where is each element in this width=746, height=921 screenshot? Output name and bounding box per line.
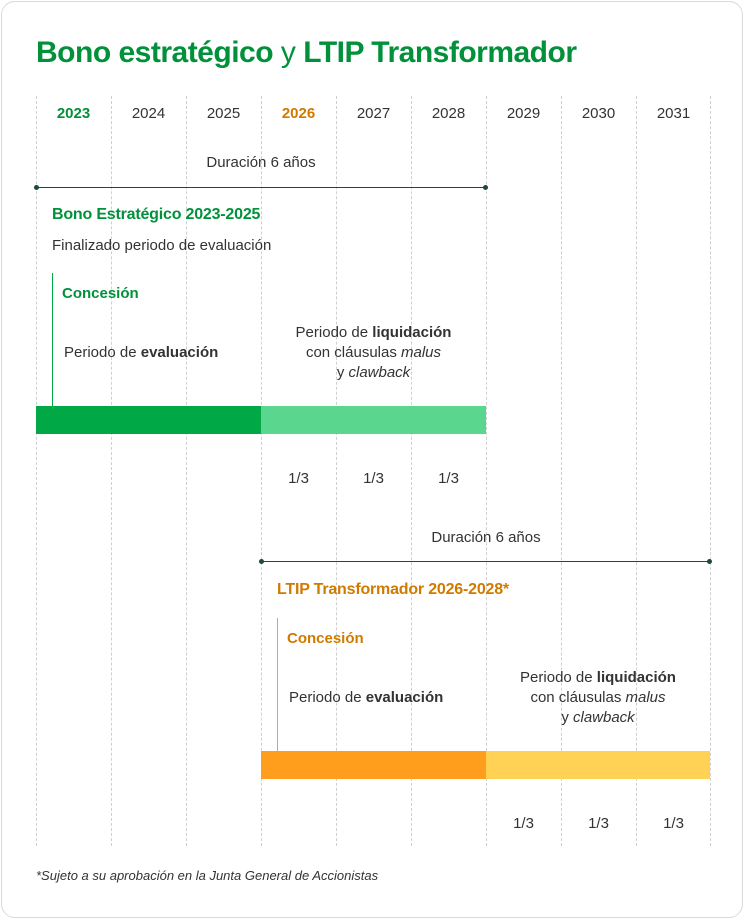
bono-duration-end-dot — [483, 185, 488, 190]
bono-duration-line — [36, 187, 486, 188]
grid-line — [186, 96, 187, 846]
ltip-duration: Duración 6 años — [431, 529, 541, 546]
ltip-liq-line1: Periodo de liquidación — [486, 668, 710, 688]
ltip-liq-clawback: clawback — [572, 709, 635, 726]
bono-liq-line1: Periodo de liquidación — [261, 323, 486, 343]
ltip-concesion-marker — [277, 618, 278, 752]
ltip-duration-line — [261, 561, 710, 562]
title-main: Bono estratégico — [36, 36, 274, 69]
bono-liq-malus: malus — [401, 344, 442, 361]
bono-status: Finalizado periodo de evaluación — [52, 237, 272, 254]
year-2024: 2024 — [131, 105, 166, 122]
bono-eval-prefix: Periodo de — [64, 344, 137, 361]
year-2023: 2023 — [56, 105, 91, 122]
ltip-liq-line3: y clawback — [486, 708, 710, 728]
grid-line — [636, 96, 637, 846]
bono-fraction-2026: 1/3 — [288, 470, 309, 487]
grid-line — [561, 96, 562, 846]
bono-liq-line3-prefix: y — [336, 364, 345, 381]
bono-concesion-label: Concesión — [62, 285, 139, 302]
bono-liq-label: Periodo de liquidación con cláusulas mal… — [261, 323, 486, 383]
bono-heading: Bono Estratégico 2023-2025 — [52, 206, 261, 223]
grid-line — [486, 96, 487, 846]
bono-liq-line2: con cláusulas malus — [261, 343, 486, 363]
bono-liq-clawback: clawback — [348, 364, 411, 381]
ltip-duration-start-dot — [259, 559, 264, 564]
grid-line — [111, 96, 112, 846]
bono-eval-bar — [36, 406, 261, 434]
ltip-duration-end-dot — [707, 559, 712, 564]
bono-liq-prefix: Periodo de — [295, 324, 369, 341]
ltip-heading: LTIP Transformador 2026-2028* — [277, 581, 509, 598]
grid-line — [261, 96, 262, 846]
ltip-liq-line3-prefix: y — [561, 709, 569, 726]
ltip-eval-label: Periodo de evaluación — [289, 689, 443, 706]
year-2028: 2028 — [431, 105, 466, 122]
ltip-liq-line2: con cláusulas malus — [486, 688, 710, 708]
ltip-eval-bold: evaluación — [365, 689, 444, 706]
bono-eval-label: Periodo de evaluación — [64, 344, 218, 361]
ltip-liq-bar — [486, 751, 710, 779]
bono-liq-line2-prefix: con cláusulas — [305, 344, 397, 361]
bono-duration-start-dot — [34, 185, 39, 190]
grid-line — [36, 96, 37, 846]
year-2030: 2030 — [581, 105, 616, 122]
ltip-liq-bold: liquidación — [596, 669, 676, 686]
ltip-eval-bar — [261, 751, 486, 779]
ltip-eval-prefix: Periodo de — [289, 689, 362, 706]
bono-liq-bar — [261, 406, 486, 434]
ltip-fraction-2031: 1/3 — [663, 815, 684, 832]
ltip-fraction-2029: 1/3 — [513, 815, 534, 832]
bono-eval-bold: evaluación — [140, 344, 219, 361]
title-rest: LTIP Transformador — [303, 36, 577, 69]
ltip-concesion-label: Concesión — [287, 630, 364, 647]
year-2025: 2025 — [206, 105, 241, 122]
ltip-liq-line2-prefix: con cláusulas — [530, 689, 622, 706]
ltip-liq-malus: malus — [625, 689, 666, 706]
footnote: *Sujeto a su aprobación en la Junta Gene… — [36, 868, 379, 883]
year-2031: 2031 — [656, 105, 691, 122]
year-2026: 2026 — [281, 105, 316, 122]
bono-liq-line3: y clawback — [261, 363, 486, 383]
bono-fraction-2028: 1/3 — [438, 470, 459, 487]
bono-liq-bold: liquidación — [372, 324, 452, 341]
page-title: Bono estratégico y LTIP Transformador — [36, 36, 577, 70]
year-2027: 2027 — [356, 105, 391, 122]
grid-line — [336, 96, 337, 846]
ltip-liq-prefix: Periodo de — [520, 669, 593, 686]
bono-concesion-marker — [52, 273, 53, 407]
grid-line — [411, 96, 412, 846]
bono-fraction-2027: 1/3 — [363, 470, 384, 487]
year-2029: 2029 — [506, 105, 541, 122]
ltip-fraction-2030: 1/3 — [588, 815, 609, 832]
grid-line — [710, 96, 711, 846]
bono-duration: Duración 6 años — [206, 154, 316, 171]
ltip-liq-label: Periodo de liquidación con cláusulas mal… — [486, 668, 710, 728]
title-conjunction: y — [280, 36, 296, 69]
